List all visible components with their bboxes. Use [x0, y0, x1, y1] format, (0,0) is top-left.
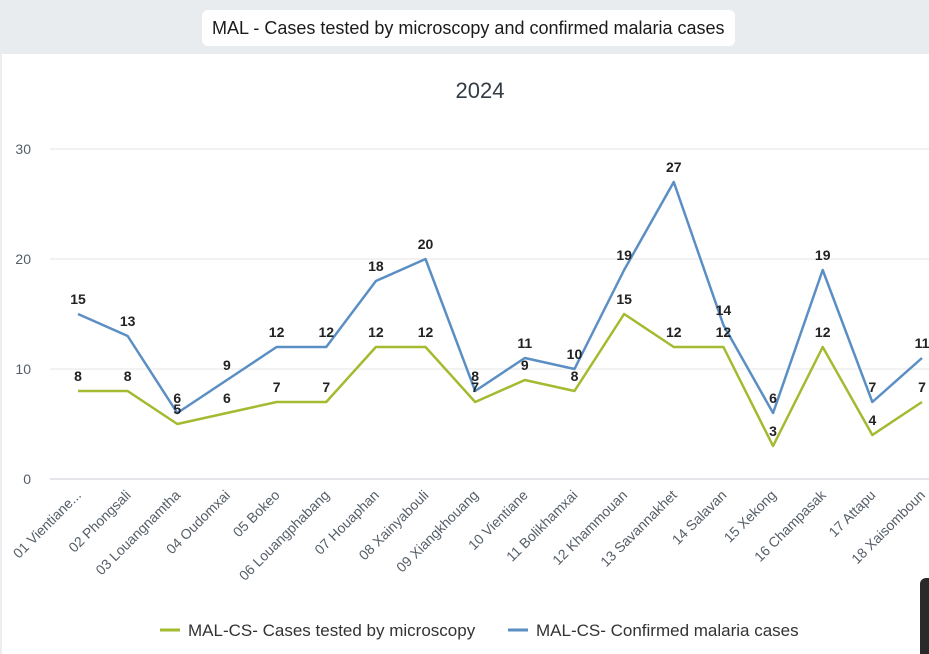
data-label: 11 — [915, 335, 929, 351]
series-line — [77, 180, 923, 415]
x-tick-label: 06 Louangphabang — [236, 487, 333, 584]
data-label: 14 — [716, 302, 732, 318]
data-label: 27 — [666, 159, 682, 175]
header-bar: MAL - Cases tested by microscopy and con… — [0, 0, 929, 54]
data-label: 7 — [273, 379, 281, 395]
data-label: 4 — [868, 412, 876, 428]
legend-item-label: MAL-CS- Cases tested by microscopy — [188, 621, 476, 640]
data-label: 8 — [74, 368, 82, 384]
data-label: 11 — [517, 335, 532, 351]
legend: MAL-CS- Cases tested by microscopy MAL-CS… — [160, 621, 799, 640]
scrollbar-handle[interactable] — [920, 578, 929, 654]
data-label: 12 — [269, 324, 285, 340]
panel-border — [0, 54, 2, 654]
x-tick-label: 03 Louangnamtha — [92, 487, 183, 578]
y-tick-label: 10 — [15, 361, 31, 377]
data-label: 12 — [716, 324, 732, 340]
series-line — [78, 312, 923, 448]
x-tick-label: 14 Salavan — [669, 487, 730, 548]
data-label: 12 — [368, 324, 384, 340]
data-label: 10 — [567, 346, 583, 362]
data-label: 9 — [521, 357, 529, 373]
data-label: 6 — [173, 390, 181, 406]
y-tick-label: 20 — [15, 251, 31, 267]
data-label: 3 — [769, 423, 777, 439]
chart-title: MAL - Cases tested by microscopy and con… — [202, 10, 735, 46]
data-label: 19 — [616, 247, 632, 263]
data-label: 6 — [769, 390, 777, 406]
data-label: 12 — [318, 324, 334, 340]
y-axis: 0 10 20 30 — [15, 141, 31, 487]
chart-subtitle: 2024 — [456, 78, 505, 103]
grid-lines — [50, 148, 929, 480]
data-label: 12 — [666, 324, 682, 340]
data-label: 7 — [918, 379, 926, 395]
line-chart: 2024 0 10 20 30 01 Vientiane...02 Phongsali… — [10, 78, 929, 640]
data-label: 6 — [223, 390, 231, 406]
data-label: 18 — [368, 258, 384, 274]
data-label: 8 — [571, 368, 579, 384]
y-tick-label: 0 — [23, 471, 31, 487]
data-label: 15 — [616, 291, 632, 307]
series-lines — [77, 180, 923, 448]
y-tick-label: 30 — [15, 141, 31, 157]
data-label: 20 — [418, 236, 434, 252]
data-label: 7 — [868, 379, 876, 395]
data-label: 12 — [815, 324, 831, 340]
data-label: 8 — [471, 368, 479, 384]
data-label: 13 — [120, 313, 136, 329]
legend-item-label: MAL-CS- Confirmed malaria cases — [536, 621, 799, 640]
data-label: 5 — [173, 401, 181, 417]
data-label: 12 — [418, 324, 434, 340]
data-label: 7 — [471, 379, 479, 395]
data-label: 9 — [223, 357, 231, 373]
data-label: 15 — [70, 291, 86, 307]
data-label: 19 — [815, 247, 831, 263]
data-label: 8 — [124, 368, 132, 384]
data-label: 7 — [322, 379, 330, 395]
